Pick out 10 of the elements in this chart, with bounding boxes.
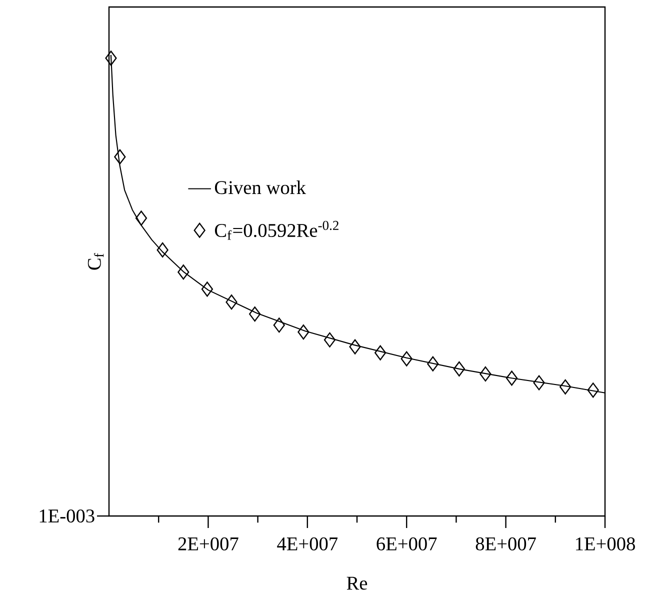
x-axis-title: Re bbox=[346, 576, 368, 590]
x-tick-label: 1E+008 bbox=[576, 537, 635, 550]
y-axis-title: C$_{f}$ bbox=[88, 253, 104, 270]
x-tick-label: 8E+007 bbox=[476, 537, 536, 550]
legend-label: Given work bbox=[214, 180, 306, 194]
x-tick-label: 6E+007 bbox=[376, 537, 437, 550]
text: 1E-003 bbox=[40, 509, 94, 523]
legend-label: C$_{f}$=0.0592Re$^{-0.2}$ bbox=[214, 220, 338, 240]
x-tick-label: 4E+007 bbox=[277, 537, 338, 550]
x-tick-label: 2E+007 bbox=[178, 537, 238, 550]
